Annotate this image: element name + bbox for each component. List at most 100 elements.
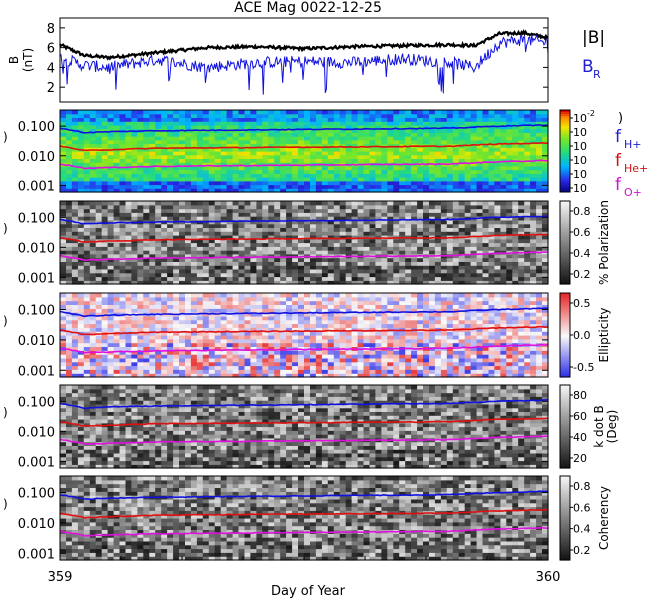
spectrogram-cell [310,242,317,247]
spectrogram-cell [298,296,305,302]
spectrogram-cell [434,147,442,152]
spectrogram-cell [173,124,180,130]
spectrogram-cell [167,201,174,206]
spectrogram-cell [470,265,478,270]
spectrogram-cell [190,147,198,152]
spectrogram-cell [107,219,115,225]
spectrogram-cell [250,151,257,156]
spectrogram-cell [143,132,150,137]
spectrogram-cell [220,162,228,167]
spectrogram-cell [452,231,460,236]
spectrogram-cell [185,231,192,236]
spectrogram-cell [524,188,531,193]
spectrogram-cell [530,242,537,247]
spectrogram-cell [244,216,252,221]
spectrogram-cell [274,121,281,126]
spectrogram-cell [60,158,67,163]
spectrogram-cell [155,350,162,355]
spectrogram-cell [71,124,79,130]
spectrogram-cell [470,180,478,186]
spectrogram-cell [506,162,513,167]
spectrogram-cell [77,300,85,305]
spectrogram-cell [375,296,382,302]
spectrogram-cell [238,242,246,247]
spectrogram-cell [196,373,204,378]
spectrogram-cell [220,117,228,122]
spectrogram-cell [363,169,371,174]
spectrogram-cell [232,346,240,351]
spectrogram-cell [155,315,162,321]
spectrogram-cell [304,265,311,270]
spectrogram-cell [66,208,73,213]
spectrogram-cell [143,139,150,145]
spectrogram-cell [434,201,442,206]
spectrogram-cell [161,304,168,309]
spectrogram-cell [369,338,377,344]
spectrogram-cell [89,331,97,336]
spectrogram-cell [244,323,252,328]
spectrogram-cell [470,184,478,189]
spectrogram-cell [107,208,115,213]
spectrogram-cell [506,124,513,130]
spectrogram-cell [214,300,222,305]
spectrogram-cell [387,272,394,278]
spectrogram-cell [315,113,323,118]
spectrogram-cell [327,184,335,189]
spectrogram-cell [494,216,501,221]
spectrogram-cell [220,169,228,174]
spectrogram-cell [226,319,234,325]
spectrogram-cell [226,151,234,156]
spectrogram-cell [66,323,73,328]
spectrogram-cell [536,110,543,115]
spectrogram-cell [190,350,198,355]
spectrogram-cell [196,342,204,347]
spectrogram-cell [185,227,192,232]
spectrogram-cell [107,280,115,285]
spectrogram-cell [524,208,531,213]
spectrogram-cell [185,357,192,363]
spectrogram-cell [167,361,174,367]
spectrogram-cell [119,296,127,302]
spectrogram-cell [357,180,365,186]
spectrogram-cell [440,208,448,213]
colorbar-step [560,122,570,125]
spectrogram-cell [77,246,85,251]
spectrogram-cell [238,338,246,344]
spectrogram-cell [77,180,85,186]
spectrogram-cell [220,304,228,309]
spectrogram-cell [268,265,275,270]
spectrogram-cell [411,117,418,122]
spectrogram-cell [345,331,353,336]
spectrogram-cell [220,354,228,359]
spectrogram-cell [310,261,317,266]
spectrogram-cell [149,246,156,251]
spectrogram-cell [226,219,234,225]
spectrogram-cell [131,323,138,328]
spectrogram-cell [327,276,335,281]
spectrogram-cell [256,296,263,302]
spectrogram-cell [226,315,234,321]
spectrogram-cell [250,162,257,167]
spectrogram-cell [208,180,216,186]
spectrogram-cell [417,208,424,213]
spectrogram-cell [369,121,377,126]
spectrogram-cell [256,315,263,321]
spectrogram-cell [298,117,305,122]
spectrogram-cell [304,124,311,130]
spectrogram-cell [417,173,424,178]
spectrogram-cell [60,117,67,122]
spectrogram-cell [185,315,192,321]
spectrogram-cell [512,208,519,213]
spectrogram-cell [185,158,192,163]
spectrogram-cell [464,158,472,163]
spectrogram-cell [351,373,359,378]
spectrogram-cell [208,319,216,325]
spectrogram-cell [149,373,156,378]
spectrogram-cell [292,296,299,302]
spectrogram-cell [220,136,228,141]
spectrogram-cell [518,212,525,217]
spectrogram-cell [298,319,305,325]
spectrogram-cell [274,128,281,133]
spectrogram-cell [280,242,287,247]
spectrogram-cell [179,147,186,152]
